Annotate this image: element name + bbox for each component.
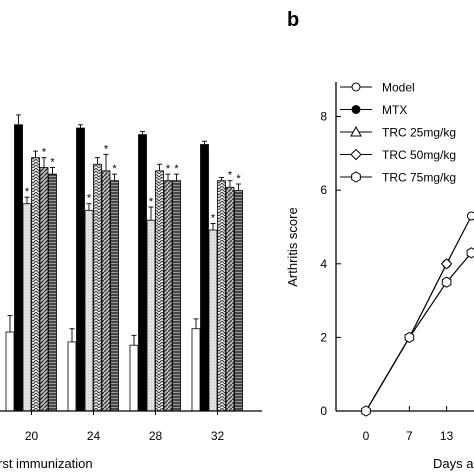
legend-label: MTX (382, 103, 407, 117)
bar (129, 344, 139, 412)
x-tick-label: 7 (406, 429, 413, 443)
line-chart-y-ticks: 0 2 4 6 8 (320, 110, 341, 418)
legend-marker (351, 171, 361, 183)
data-point (441, 276, 452, 288)
line-chart-panel: b 0 2 4 6 8 0 7 13 Arthritis score Days a Mode… (285, 9, 474, 471)
bar (48, 173, 57, 412)
significance-star: * (236, 173, 241, 185)
bar (208, 229, 218, 412)
bar (200, 144, 209, 412)
data-point (361, 405, 371, 417)
bar (234, 190, 243, 412)
bar-chart-x-axis-label: rst immunization (0, 456, 93, 471)
bar-chart-x-ticks: 20 24 28 32 (25, 411, 225, 443)
bar (217, 180, 226, 412)
legend-label: Model (382, 81, 415, 95)
y-tick-label: 6 (320, 183, 327, 197)
legend-marker (350, 125, 362, 137)
series-line (365, 215, 472, 412)
bar (14, 124, 23, 412)
legend-marker (351, 82, 361, 92)
significance-star: * (166, 163, 171, 175)
line-chart-y-axis-label: Arthritis score (285, 207, 300, 286)
bar (76, 127, 85, 412)
x-tick-label: 28 (149, 429, 163, 443)
legend-marker (351, 105, 361, 114)
bar (225, 186, 235, 412)
bar (5, 331, 15, 412)
series-line (365, 252, 472, 412)
significance-star: * (228, 170, 233, 182)
significance-star: * (149, 196, 154, 208)
x-tick-label: 20 (25, 429, 39, 443)
y-tick-label: 0 (320, 404, 327, 418)
bar (101, 170, 111, 412)
data-point (466, 247, 474, 259)
bar (191, 328, 201, 412)
x-tick-label: 0 (363, 429, 370, 443)
x-tick-label: 13 (440, 429, 454, 443)
significance-star: * (25, 186, 30, 198)
bar-chart-panel: ******** *** * 20 24 28 32 rst immunization (0, 114, 262, 471)
data-point (404, 331, 415, 343)
y-tick-label: 4 (320, 257, 327, 271)
data-point (440, 258, 453, 270)
panel-letter-b: b (287, 9, 299, 31)
bar (163, 180, 173, 412)
bar (84, 209, 94, 412)
line-series-group (361, 211, 474, 417)
line-chart-x-axis-label: Days a (433, 456, 474, 471)
significance-star: * (104, 143, 109, 155)
bar-series-group: ******** *** * (5, 114, 243, 412)
bar (31, 157, 40, 412)
legend-marker (350, 148, 362, 161)
bar (39, 167, 49, 412)
x-tick-label: 24 (87, 429, 101, 443)
bar (110, 180, 119, 412)
bar (93, 163, 102, 412)
x-tick-label: 32 (211, 429, 225, 443)
significance-star: * (112, 163, 117, 175)
legend-label: TRC 75mg/kg (382, 171, 456, 185)
y-tick-label: 8 (320, 110, 327, 124)
data-point (466, 211, 474, 221)
y-tick-label: 2 (320, 330, 327, 344)
bar (155, 170, 164, 412)
significance-star: * (174, 163, 179, 175)
bar (138, 134, 147, 412)
legend-label: TRC 25mg/kg (382, 126, 456, 140)
line-chart-legend: Model MTX TRC 25mg/kg TRC 50mg/kg TRC 75mg/k… (340, 81, 456, 185)
significance-star: * (87, 193, 92, 205)
significance-star: * (42, 147, 47, 159)
bar (172, 180, 181, 412)
bar (146, 219, 156, 412)
bar (67, 341, 77, 412)
significance-star: * (50, 157, 55, 169)
bar (22, 203, 32, 412)
significance-star: * (211, 212, 216, 224)
legend-label: TRC 50mg/kg (382, 148, 456, 162)
